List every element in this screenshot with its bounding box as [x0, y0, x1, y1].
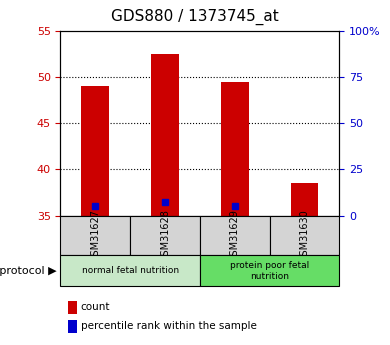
Bar: [60, 255, 200, 286]
Bar: [151, 54, 179, 216]
Text: normal fetal nutrition: normal fetal nutrition: [82, 266, 179, 275]
Text: GSM31630: GSM31630: [300, 209, 309, 262]
Bar: [221, 82, 249, 216]
Text: protein poor fetal
nutrition: protein poor fetal nutrition: [230, 261, 309, 280]
Bar: [130, 216, 200, 255]
Text: growth protocol ▶: growth protocol ▶: [0, 266, 57, 276]
Text: GSM31628: GSM31628: [160, 209, 170, 262]
Text: GDS880 / 1373745_at: GDS880 / 1373745_at: [111, 9, 279, 25]
Bar: [200, 255, 339, 286]
Text: GSM31629: GSM31629: [230, 209, 240, 262]
Text: count: count: [81, 303, 110, 312]
Bar: [291, 183, 318, 216]
Bar: [82, 87, 109, 216]
Bar: [200, 216, 269, 255]
Bar: [60, 216, 130, 255]
Bar: [269, 216, 339, 255]
Text: percentile rank within the sample: percentile rank within the sample: [81, 322, 257, 331]
Text: GSM31627: GSM31627: [90, 209, 100, 262]
